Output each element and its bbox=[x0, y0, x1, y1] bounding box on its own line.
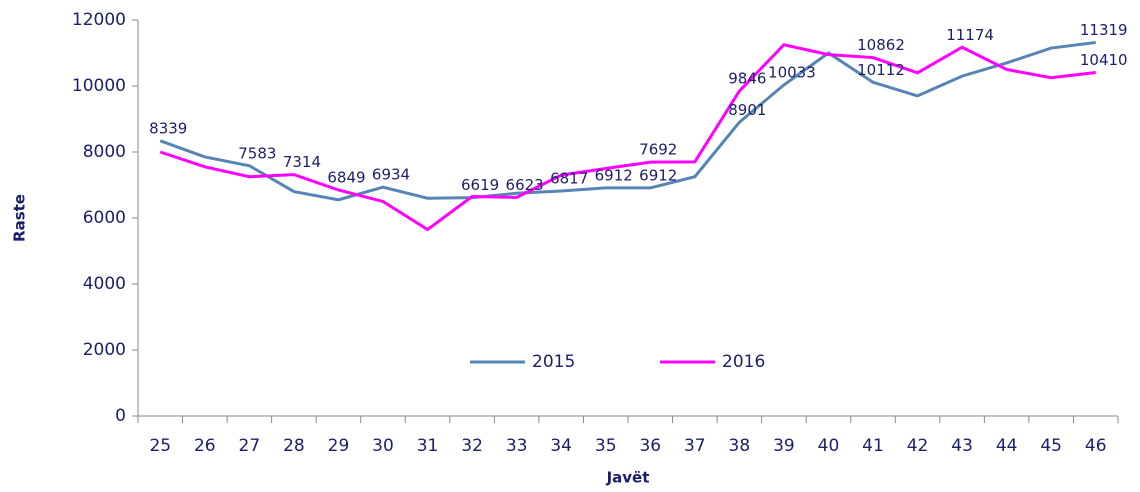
x-tick-label: 42 bbox=[907, 436, 929, 456]
x-tick-label: 39 bbox=[773, 436, 795, 456]
y-tick-label: 8000 bbox=[83, 142, 126, 162]
x-tick-label: 45 bbox=[1040, 436, 1062, 456]
data-label: 10862 bbox=[857, 36, 905, 54]
data-label: 10112 bbox=[857, 61, 905, 79]
series-line bbox=[159, 40, 1096, 202]
data-label: 11174 bbox=[946, 26, 994, 44]
x-tick-label: 30 bbox=[372, 436, 394, 456]
x-tick-label: 33 bbox=[506, 436, 528, 456]
data-label: 10410 bbox=[1080, 51, 1128, 69]
data-label: 7692 bbox=[639, 141, 677, 159]
data-label: 8901 bbox=[728, 101, 766, 119]
x-tick-label: 27 bbox=[239, 436, 261, 456]
x-tick-label: 46 bbox=[1085, 436, 1107, 456]
x-tick-label: 40 bbox=[818, 436, 840, 456]
data-label: 6849 bbox=[327, 168, 365, 186]
data-label: 11319 bbox=[1080, 21, 1128, 39]
x-tick-label: 26 bbox=[194, 436, 216, 456]
data-label: 9846 bbox=[728, 70, 766, 88]
y-tick-label: 4000 bbox=[83, 274, 126, 294]
y-tick-label: 10000 bbox=[72, 76, 126, 96]
data-label: 6912 bbox=[595, 166, 633, 184]
x-tick-label: 34 bbox=[550, 436, 572, 456]
y-tick-label: 6000 bbox=[83, 208, 126, 228]
x-tick-label: 44 bbox=[996, 436, 1018, 456]
legend-label: 2015 bbox=[532, 352, 575, 372]
y-axis-title: Raste bbox=[11, 194, 29, 242]
data-label: 7583 bbox=[238, 144, 276, 162]
x-tick-label: 35 bbox=[595, 436, 617, 456]
series-line bbox=[159, 43, 1096, 232]
data-label: 10033 bbox=[768, 63, 816, 81]
x-tick-label: 31 bbox=[417, 436, 439, 456]
data-label: 8339 bbox=[149, 119, 187, 137]
data-label: 6619 bbox=[461, 176, 499, 194]
x-tick-label: 25 bbox=[149, 436, 171, 456]
x-axis-title: Javët bbox=[606, 469, 650, 487]
x-tick-label: 43 bbox=[951, 436, 973, 456]
data-label: 6817 bbox=[550, 170, 588, 188]
x-tick-label: 28 bbox=[283, 436, 305, 456]
x-tick-label: 32 bbox=[461, 436, 483, 456]
x-tick-label: 36 bbox=[639, 436, 661, 456]
x-tick-label: 37 bbox=[684, 436, 706, 456]
x-tick-label: 29 bbox=[328, 436, 350, 456]
y-tick-label: 0 bbox=[115, 406, 126, 426]
y-tick-label: 12000 bbox=[72, 10, 126, 30]
data-label: 6934 bbox=[372, 166, 410, 184]
data-label: 6623 bbox=[506, 176, 544, 194]
x-tick-label: 41 bbox=[862, 436, 884, 456]
x-tick-label: 38 bbox=[729, 436, 751, 456]
data-label: 6912 bbox=[639, 166, 677, 184]
y-tick-label: 2000 bbox=[83, 340, 126, 360]
data-label: 7314 bbox=[283, 153, 321, 171]
legend-label: 2016 bbox=[722, 352, 765, 372]
